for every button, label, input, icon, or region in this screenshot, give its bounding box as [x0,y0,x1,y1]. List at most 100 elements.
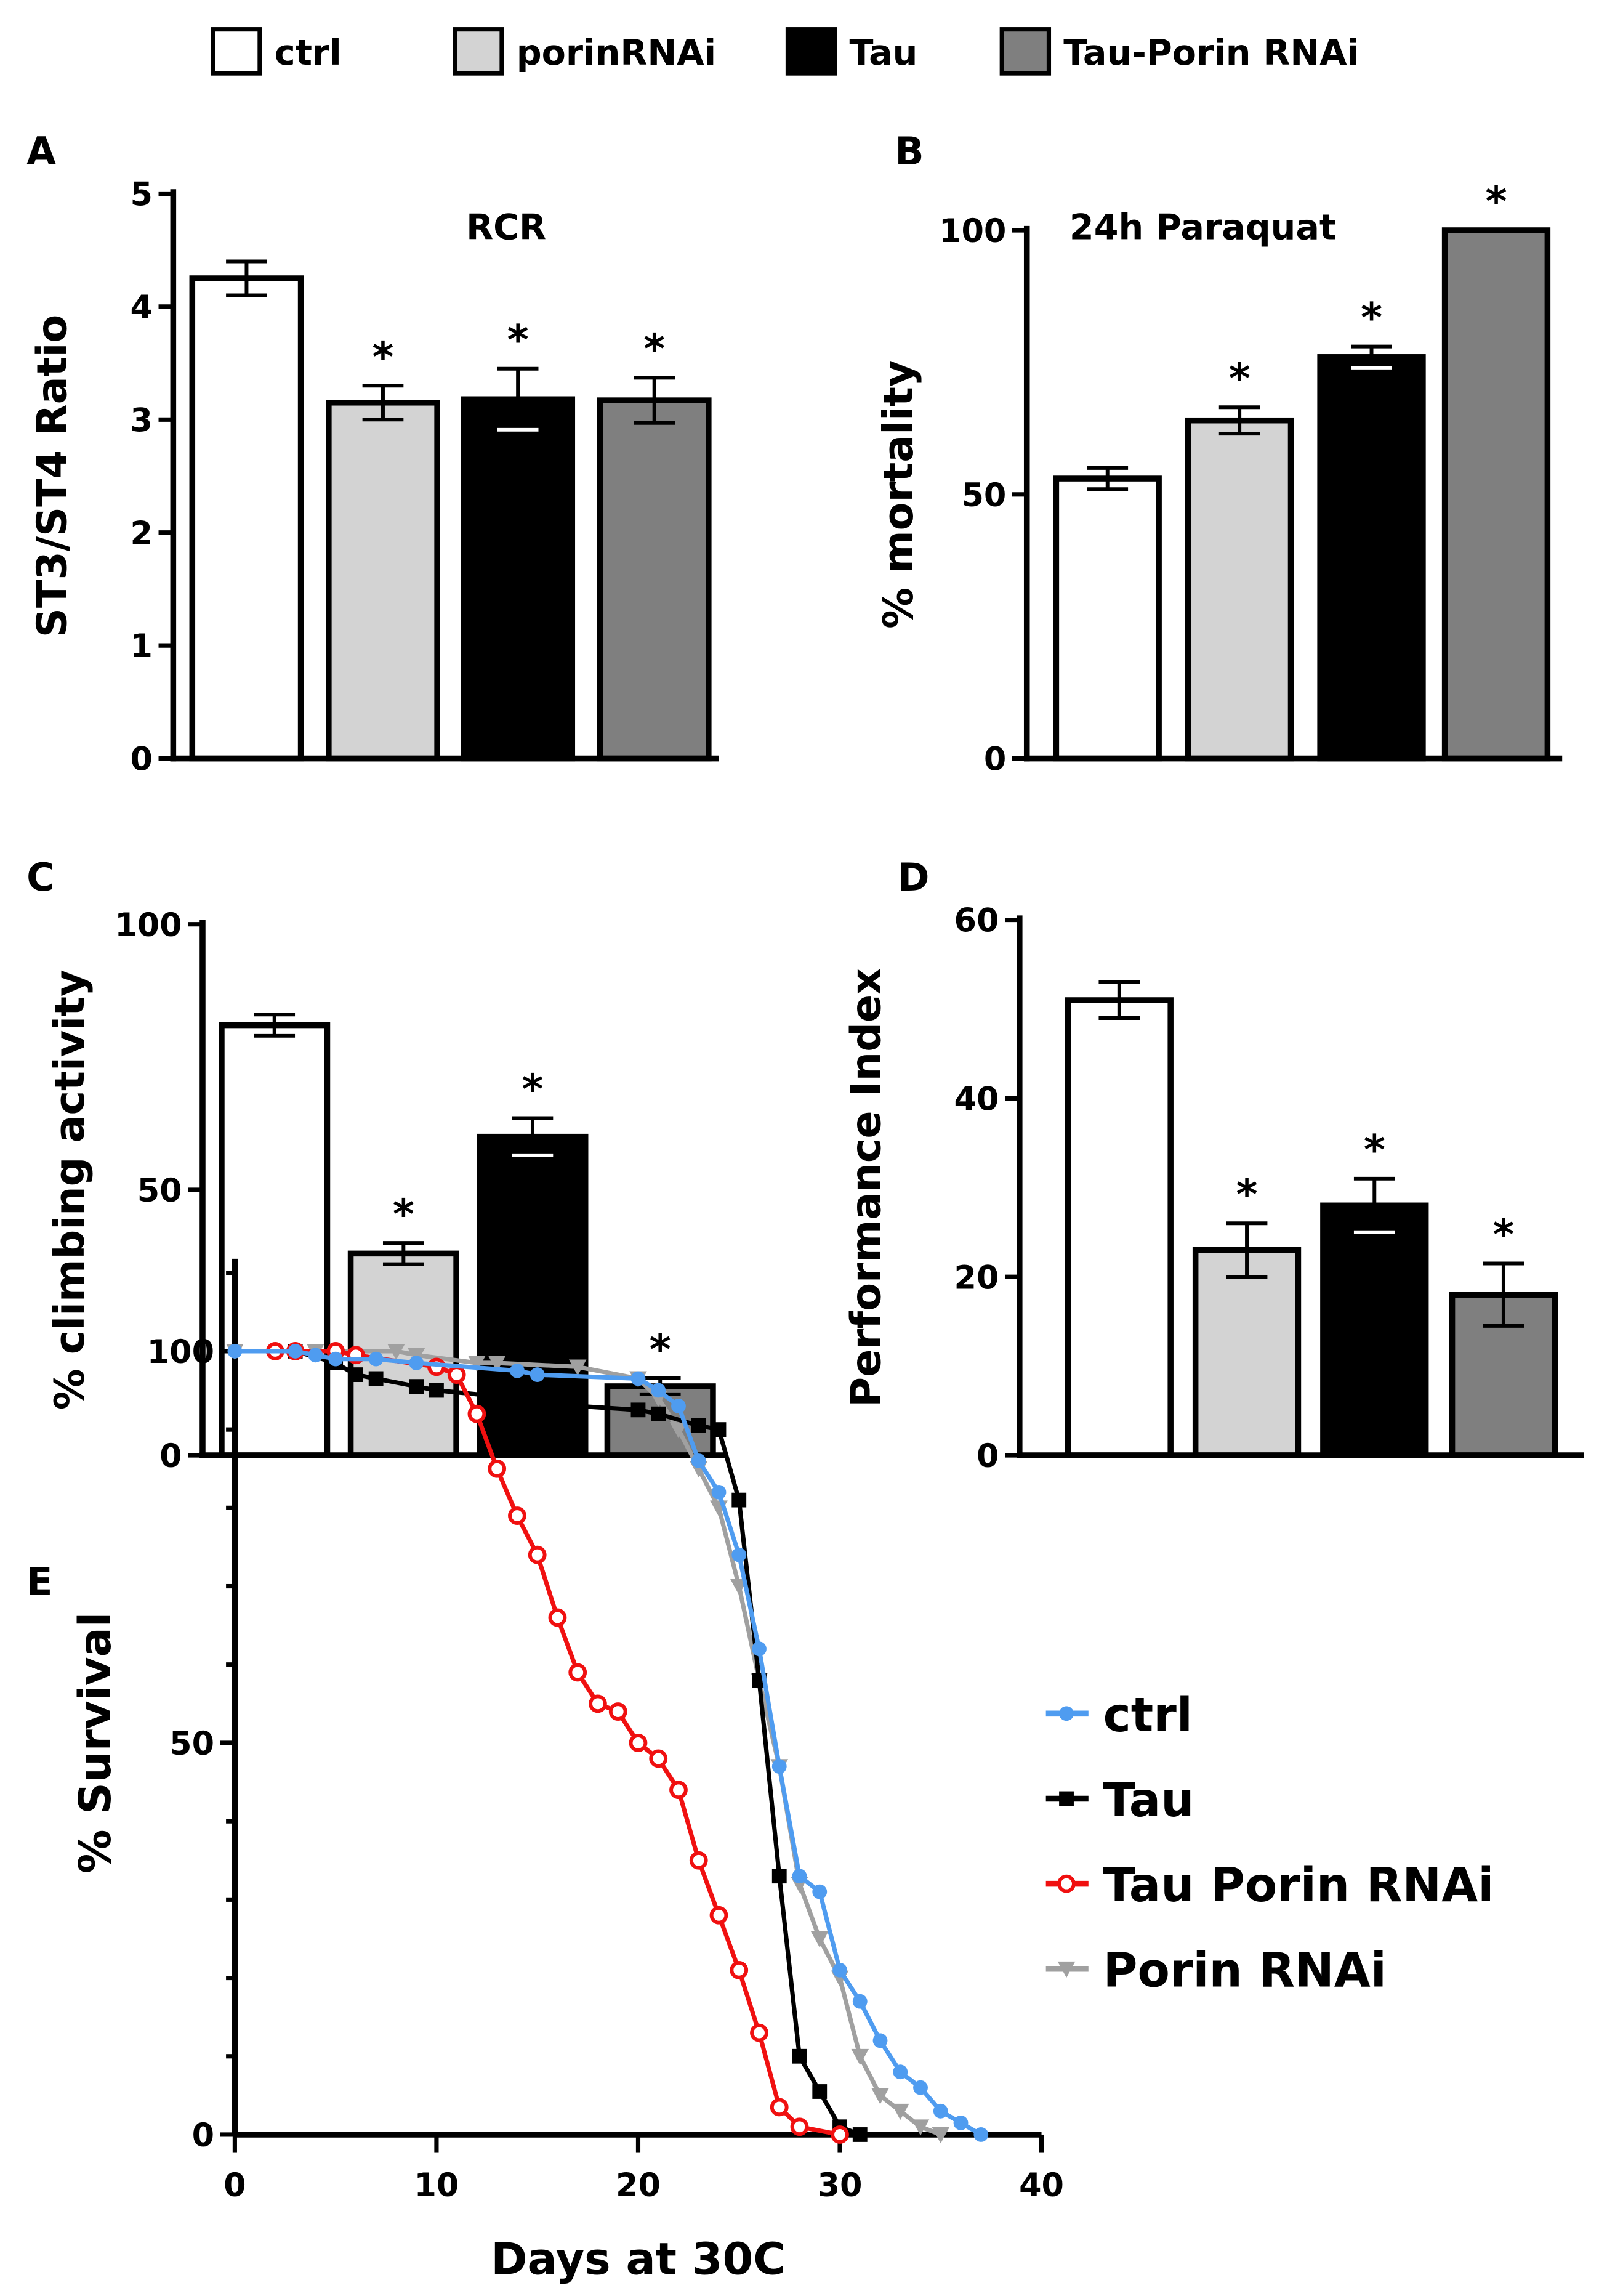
significance-asterisk: * [643,325,665,373]
data-point [368,1351,384,1367]
significance-asterisk: * [373,333,394,381]
data-point [608,1702,627,1721]
y-tick-label: 0 [984,741,1006,778]
legend-label: Tau [1103,1773,1194,1827]
data-point [550,1394,565,1410]
data-point [893,2064,908,2080]
legend-label: Tau [849,33,917,73]
legend-swatch-3 [999,27,1052,76]
data-point [568,1663,587,1682]
data-point [771,1759,787,1774]
data-point [911,2119,930,2136]
series-porin-rnai [226,1344,950,2144]
data-point [792,1869,807,1884]
legend-label: Tau Porin RNAi [1103,1857,1494,1912]
data-point [669,1781,688,1800]
bar-tau [461,396,576,762]
y-axis-label: % climbing activity [46,970,94,1410]
significance-asterisk: * [1486,177,1507,225]
data-point [649,1749,668,1768]
series-ctrl [227,1344,989,2142]
significance-asterisk: * [393,1190,414,1238]
y-tick-label: 0 [192,2117,214,2154]
bar-tau [1320,1202,1429,1458]
data-point [409,1379,424,1394]
data-point [630,1371,646,1386]
bar-ctrl [1065,997,1174,1458]
y-tick-label: 20 [954,1259,999,1296]
y-tick-label: 0 [131,741,153,778]
data-point [730,1960,749,1979]
data-point [750,2023,768,2042]
data-point [629,1734,648,1752]
data-point [812,1884,828,1899]
data-point [328,1351,344,1367]
significance-asterisk: * [650,1325,671,1373]
x-tick-label: 40 [1019,2167,1064,2204]
data-point [731,1492,747,1508]
bar-porinrnai [326,400,440,762]
y-tick-label: 100 [939,212,1006,250]
data-point [770,2098,789,2117]
x-axis-label: Days at 30C [491,2233,785,2284]
y-tick-label: 0 [159,1437,182,1475]
y-tick-label: 50 [137,1172,182,1210]
data-point [308,1348,323,1363]
bar-porinrnai [1185,417,1294,762]
y-tick-label: 50 [961,477,1006,514]
bar-tau [477,1133,589,1458]
data-point [508,1506,526,1525]
legend-label: Porin RNAi [1103,1942,1387,1997]
data-point [810,1931,829,1948]
data-point [792,2048,807,2064]
legend-swatch-2 [785,27,837,76]
panel-letter: A [26,129,56,174]
data-point [528,1545,547,1564]
panel-letter: E [26,1559,52,1604]
data-point [288,1344,303,1359]
significance-asterisk: * [1361,294,1382,342]
panel-title: RCR [466,207,546,248]
y-tick-label: 50 [169,1725,214,1763]
series-line [275,1349,840,2137]
data-point [570,1399,586,1413]
data-point [467,1404,486,1423]
data-point [812,2084,828,2099]
significance-asterisk: * [1492,1211,1514,1259]
y-tick-label: 3 [131,402,153,439]
y-tick-label: 0 [977,1437,999,1475]
panel-letter: B [895,129,924,174]
data-point [447,1365,466,1384]
significance-asterisk: * [522,1065,544,1114]
data-point [227,1344,243,1359]
data-point [488,1356,506,1372]
legend-label: ctrl [1103,1688,1193,1742]
bar-porinrnai [1192,1247,1302,1458]
y-axis-label: % Survival [70,1612,121,1874]
data-point [731,1547,747,1562]
data-point [510,1363,525,1378]
significance-asterisk: * [507,316,529,364]
series-tau-porin-rnai [266,1342,849,2144]
data-point [691,1418,706,1433]
data-point [913,2080,928,2095]
data-point [1057,1874,1076,1893]
data-point [488,1459,507,1478]
data-point [568,1359,587,1376]
y-tick-label: 100 [147,1333,214,1371]
x-tick-label: 30 [818,2167,863,2204]
legend-label: ctrl [275,33,342,73]
data-point [953,2115,969,2130]
y-axis-label: % mortality [874,360,922,629]
bar-tau [1317,354,1426,762]
data-point [429,1383,444,1398]
data-point [832,1962,847,1978]
data-point [651,1383,666,1398]
bar-tau-porin-rnai [597,397,712,762]
data-point [771,1869,787,1884]
significance-asterisk: * [1364,1126,1385,1174]
legend-label: Tau-Porin RNAi [1063,33,1359,73]
data-point [689,1851,708,1870]
bar-ctrl [189,275,304,762]
legend-swatch-1 [453,27,504,76]
